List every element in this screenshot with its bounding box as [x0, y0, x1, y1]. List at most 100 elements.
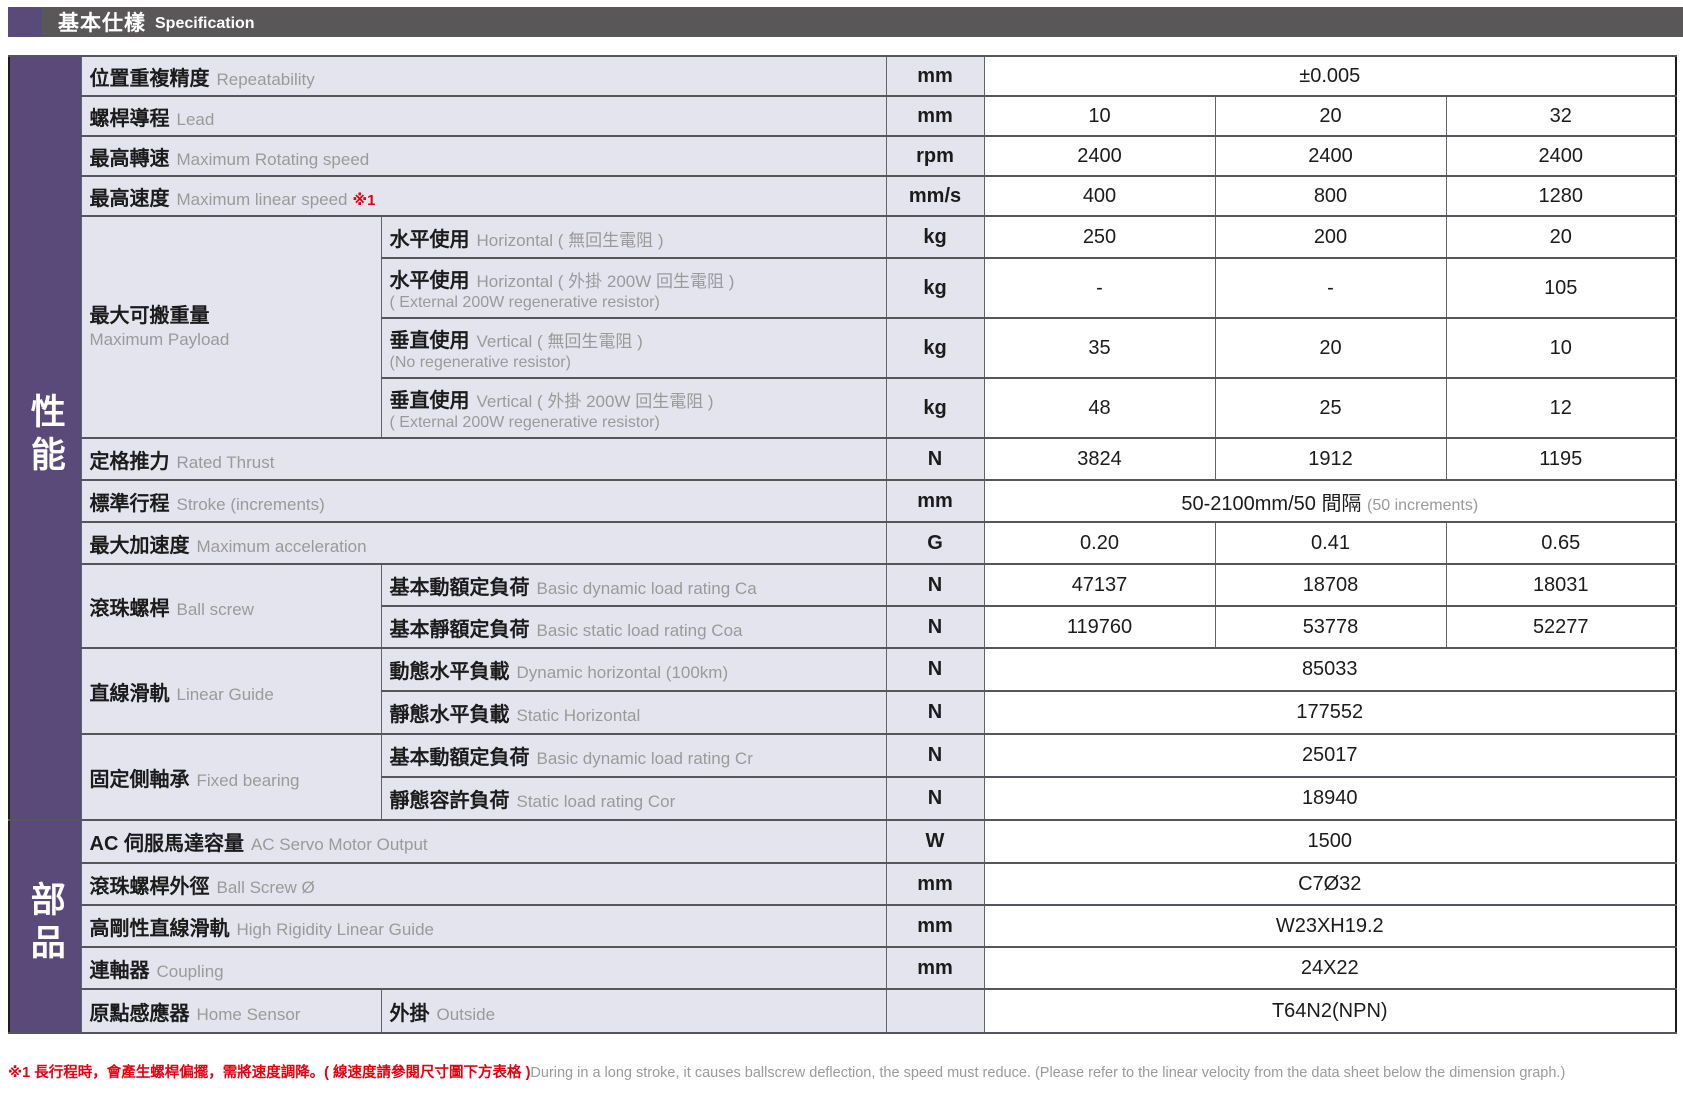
rigidity-guide-label: 高剛性直線滑軌 High Rigidity Linear Guide — [80, 904, 887, 948]
ballscrew-diameter-label: 滾珠螺桿外徑 Ball Screw Ø — [80, 862, 887, 906]
servo-output-value: 1500 — [983, 819, 1677, 864]
payload-vertical-noregen-value-2: 20 — [1214, 317, 1447, 379]
max-acceleration-label: 最大加速度 Maximum acceleration — [80, 521, 887, 565]
ballscrew-dynamic-unit: N — [885, 563, 985, 607]
fixedbearing-static-value: 18940 — [983, 776, 1677, 821]
footnote-text-zh: ※1 長行程時，會產生螺桿偏擺，需將速度調降。( 線速度請參閱尺寸圖下方表格 ) — [8, 1065, 531, 1081]
fixedbearing-dynamic-value: 25017 — [983, 733, 1677, 778]
payload-vertical-regen-value-2: 25 — [1214, 377, 1447, 439]
ballscrew-dynamic-value-1: 47137 — [983, 563, 1216, 607]
row-fixedbearing-dynamic: 固定側軸承 Fixed bearing 基本動額定負荷 Basic dynamic … — [9, 733, 1677, 821]
linearguide-dynamic-label: 動態水平負載 Dynamic horizontal (100km) — [380, 647, 887, 692]
payload-vertical-regen-value-1: 48 — [983, 377, 1216, 439]
row-payload-horizontal-noregen: 最大可搬重量 Maximum Payload 水平使用 Horizontal ( … — [9, 215, 1677, 439]
row-stroke: 標準行程 Stroke (increments) mm 50-2100mm/50 … — [9, 479, 1677, 523]
payload-horizontal-regen-unit: kg — [885, 257, 985, 319]
payload-vertical-noregen-unit: kg — [885, 317, 985, 379]
max-rotating-speed-value-3: 2400 — [1445, 135, 1677, 177]
repeatability-label: 位置重複精度 Repeatability — [80, 55, 887, 97]
payload-horizontal-noregen-value-3: 20 — [1445, 215, 1677, 259]
home-sensor-unit — [885, 988, 985, 1034]
lead-value-1: 10 — [983, 95, 1216, 137]
row-repeatability: 性能 位置重複精度 Repeatability mm ±0.005 — [8, 55, 1677, 821]
coupling-unit: mm — [885, 946, 985, 990]
ballscrew-dynamic-value-3: 18031 — [1445, 563, 1677, 607]
max-rotating-speed-unit: rpm — [885, 135, 985, 177]
fixedbearing-dynamic-unit: N — [885, 733, 985, 778]
max-rotating-speed-value-2: 2400 — [1214, 135, 1447, 177]
linearguide-dynamic-value: 85033 — [983, 647, 1677, 692]
payload-horizontal-regen-value-1: - — [983, 257, 1216, 319]
max-rotating-speed-value-1: 2400 — [983, 135, 1216, 177]
payload-horizontal-regen-label: 水平使用 Horizontal ( 外掛 200W 回生電阻 ) ( Extern… — [380, 257, 887, 319]
payload-vertical-noregen-label: 垂直使用 Vertical ( 無回生電阻 ) (No regenerative … — [380, 317, 887, 379]
specification-table: 性能 位置重複精度 Repeatability mm ±0.005 螺桿導程 Lea… — [8, 55, 1678, 1034]
ballscrew-static-value-3: 52277 — [1445, 605, 1677, 649]
lead-value-3: 32 — [1445, 95, 1677, 137]
row-max-rotating-speed: 最高轉速 Maximum Rotating speed rpm 2400 2400… — [9, 135, 1677, 177]
linearguide-static-label: 靜態水平負載 Static Horizontal — [380, 690, 887, 735]
row-ballscrew-diameter: 滾珠螺桿外徑 Ball Screw Ø mm C7Ø32 — [9, 862, 1677, 906]
repeatability-value: ±0.005 — [983, 55, 1677, 97]
row-ballscrew-dynamic: 滾珠螺桿 Ball screw 基本動額定負荷 Basic dynamic load… — [9, 563, 1677, 649]
row-linearguide-static: 靜態水平負載 Static Horizontal N 177552 — [9, 690, 1677, 735]
row-home-sensor: 原點感應器 Home Sensor 外掛 Outside T64N2(NPN) — [9, 988, 1677, 1034]
fixedbearing-dynamic-label: 基本動額定負荷 Basic dynamic load rating Cr — [380, 733, 887, 778]
fixedbearing-static-label: 靜態容許負荷 Static load rating Cor — [380, 776, 887, 821]
lead-label: 螺桿導程 Lead — [80, 95, 887, 137]
home-sensor-value: T64N2(NPN) — [983, 988, 1677, 1034]
rated-thrust-value-2: 1912 — [1214, 437, 1447, 481]
max-linear-speed-value-3: 1280 — [1445, 175, 1677, 217]
home-sensor-label: 原點感應器 Home Sensor — [80, 988, 382, 1034]
footnote-text-en: During in a long stroke, it causes balls… — [530, 1065, 1566, 1081]
rated-thrust-value-3: 1195 — [1445, 437, 1677, 481]
footnote: ※1 長行程時，會產生螺桿偏擺，需將速度調降。( 線速度請參閱尺寸圖下方表格 )… — [8, 1063, 1683, 1082]
payload-vertical-noregen-value-3: 10 — [1445, 317, 1677, 379]
page-title-en: Specification — [155, 14, 255, 32]
lead-value-2: 20 — [1214, 95, 1447, 137]
max-acceleration-unit: G — [885, 521, 985, 565]
row-payload-vertical-regen: 垂直使用 Vertical ( 外掛 200W 回生電阻 ) ( External… — [9, 377, 1677, 439]
ballscrew-static-value-1: 119760 — [983, 605, 1216, 649]
payload-group-label: 最大可搬重量 Maximum Payload — [80, 215, 382, 439]
ballscrew-diameter-value: C7Ø32 — [983, 862, 1677, 906]
ballscrew-dynamic-value-2: 18708 — [1214, 563, 1447, 607]
sidebar-parts-label: 部品 — [25, 881, 65, 967]
row-max-acceleration: 最大加速度 Maximum acceleration G 0.20 0.41 0.… — [9, 521, 1677, 565]
row-max-linear-speed: 最高速度 Maximum linear speed ※1 mm/s 400 800 … — [9, 175, 1677, 217]
coupling-value: 24X22 — [983, 946, 1677, 990]
home-sensor-mount-label: 外掛 Outside — [380, 988, 887, 1034]
ballscrew-dynamic-label: 基本動額定負荷 Basic dynamic load rating Ca — [380, 563, 887, 607]
rigidity-guide-value: W23XH19.2 — [983, 904, 1677, 948]
payload-horizontal-noregen-value-2: 200 — [1214, 215, 1447, 259]
payload-vertical-regen-label: 垂直使用 Vertical ( 外掛 200W 回生電阻 ) ( External… — [380, 377, 887, 439]
stroke-label: 標準行程 Stroke (increments) — [80, 479, 887, 523]
row-payload-vertical-noregen: 垂直使用 Vertical ( 無回生電阻 ) (No regenerative … — [9, 317, 1677, 379]
stroke-unit: mm — [885, 479, 985, 523]
row-linearguide-dynamic: 直線滑軌 Linear Guide 動態水平負載 Dynamic horizonta… — [9, 647, 1677, 735]
payload-vertical-noregen-value-1: 35 — [983, 317, 1216, 379]
row-servo-output: 部品 AC 伺服馬達容量 AC Servo Motor Output W 1500 — [8, 819, 1677, 1034]
max-linear-speed-value-2: 800 — [1214, 175, 1447, 217]
payload-vertical-regen-value-3: 12 — [1445, 377, 1677, 439]
rated-thrust-unit: N — [885, 437, 985, 481]
payload-horizontal-noregen-label: 水平使用 Horizontal ( 無回生電阻 ) — [380, 215, 887, 259]
payload-horizontal-regen-value-2: - — [1214, 257, 1447, 319]
payload-horizontal-noregen-value-1: 250 — [983, 215, 1216, 259]
title-bar: 基本仕樣 Specification — [8, 7, 1683, 37]
row-rigidity-guide: 高剛性直線滑軌 High Rigidity Linear Guide mm W23… — [9, 904, 1677, 948]
sidebar-performance: 性能 — [8, 55, 82, 821]
max-linear-speed-value-1: 400 — [983, 175, 1216, 217]
ballscrew-diameter-unit: mm — [885, 862, 985, 906]
max-linear-speed-label: 最高速度 Maximum linear speed ※1 — [80, 175, 887, 217]
sidebar-parts: 部品 — [8, 819, 82, 1034]
row-fixedbearing-static: 靜態容許負荷 Static load rating Cor N 18940 — [9, 776, 1677, 821]
max-linear-speed-unit: mm/s — [885, 175, 985, 217]
ballscrew-static-label: 基本靜額定負荷 Basic static load rating Coa — [380, 605, 887, 649]
rigidity-guide-unit: mm — [885, 904, 985, 948]
rated-thrust-value-1: 3824 — [983, 437, 1216, 481]
linearguide-group-label: 直線滑軌 Linear Guide — [80, 647, 382, 735]
page-title-zh: 基本仕樣 — [58, 12, 146, 35]
coupling-label: 連軸器 Coupling — [80, 946, 887, 990]
fixedbearing-static-unit: N — [885, 776, 985, 821]
